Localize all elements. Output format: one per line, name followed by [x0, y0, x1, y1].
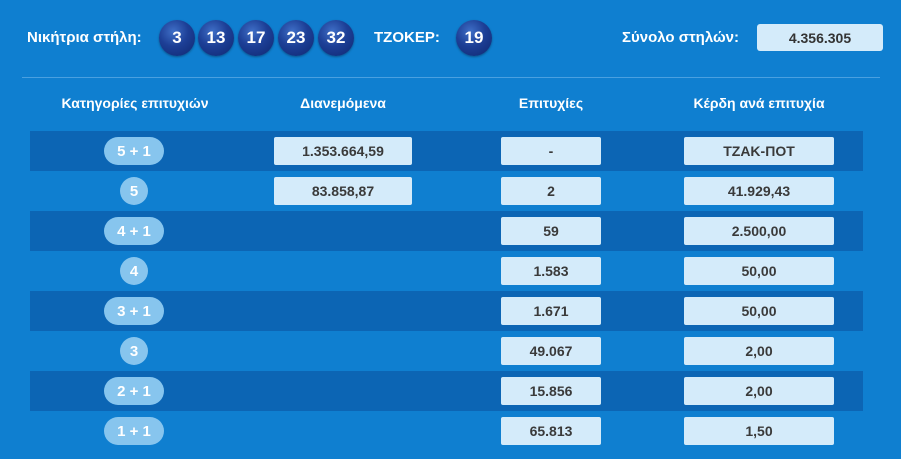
winning-number-ball: 17	[238, 20, 274, 56]
table-row: 2 + 1 15.856 2,00	[30, 371, 863, 411]
winning-number-ball: 13	[198, 20, 234, 56]
table-row: 5 83.858,87 2 41.929,43	[30, 171, 863, 211]
column-header-prize-per-winner: Κέρδη ανά επιτυχία	[693, 95, 825, 111]
prize-per-winner-cell: ΤΖΑΚ-ΠΟΤ	[684, 137, 834, 165]
prize-per-winner-cell: 2,00	[684, 377, 834, 405]
joker-number-ball: 19	[456, 20, 492, 56]
table-row: 1 + 1 65.813 1,50	[30, 411, 863, 451]
winners-count-cell: 49.067	[501, 337, 601, 365]
prize-per-winner-cell: 50,00	[684, 297, 834, 325]
category-badge: 3 + 1	[104, 297, 164, 325]
winners-count-cell: 65.813	[501, 417, 601, 445]
winners-count-cell: 59	[501, 217, 601, 245]
winning-column-label: Νικήτρια στήλη:	[27, 29, 142, 46]
column-header-categories: Κατηγορίες επιτυχιών	[61, 95, 209, 111]
joker-label: ΤΖΟΚΕΡ:	[374, 29, 440, 46]
winning-number-ball: 23	[278, 20, 314, 56]
total-columns-value: 4.356.305	[757, 24, 883, 51]
winning-number-ball: 32	[318, 20, 354, 56]
total-columns-label: Σύνολο στηλών:	[622, 29, 740, 46]
prize-per-winner-cell: 50,00	[684, 257, 834, 285]
category-badge: 4	[120, 257, 148, 285]
prize-per-winner-cell: 41.929,43	[684, 177, 834, 205]
draw-summary-bar: Νικήτρια στήλη: 3 13 17 23 32 ΤΖΟΚΕΡ: 19…	[0, 0, 901, 76]
category-badge: 3	[120, 337, 148, 365]
header-divider	[22, 77, 880, 78]
column-header-distributed: Διανεμόμενα	[300, 95, 386, 111]
table-row: 5 + 1 1.353.664,59 - ΤΖΑΚ-ΠΟΤ	[30, 131, 863, 171]
table-row: 4 + 1 59 2.500,00	[30, 211, 863, 251]
table-row: 3 + 1 1.671 50,00	[30, 291, 863, 331]
winning-number-ball: 3	[159, 20, 195, 56]
winners-count-cell: 1.671	[501, 297, 601, 325]
prize-per-winner-cell: 2.500,00	[684, 217, 834, 245]
winners-count-cell: -	[501, 137, 601, 165]
prize-per-winner-cell: 2,00	[684, 337, 834, 365]
distributed-amount-cell: 1.353.664,59	[274, 137, 412, 165]
category-badge: 5 + 1	[104, 137, 164, 165]
distributed-amount-cell: 83.858,87	[274, 177, 412, 205]
category-badge: 1 + 1	[104, 417, 164, 445]
table-row: 4 1.583 50,00	[30, 251, 863, 291]
table-row: 3 49.067 2,00	[30, 331, 863, 371]
winners-count-cell: 1.583	[501, 257, 601, 285]
winners-count-cell: 2	[501, 177, 601, 205]
category-badge: 4 + 1	[104, 217, 164, 245]
winners-count-cell: 15.856	[501, 377, 601, 405]
category-badge: 5	[120, 177, 148, 205]
column-header-winners: Επιτυχίες	[518, 95, 584, 111]
category-badge: 2 + 1	[104, 377, 164, 405]
prize-per-winner-cell: 1,50	[684, 417, 834, 445]
